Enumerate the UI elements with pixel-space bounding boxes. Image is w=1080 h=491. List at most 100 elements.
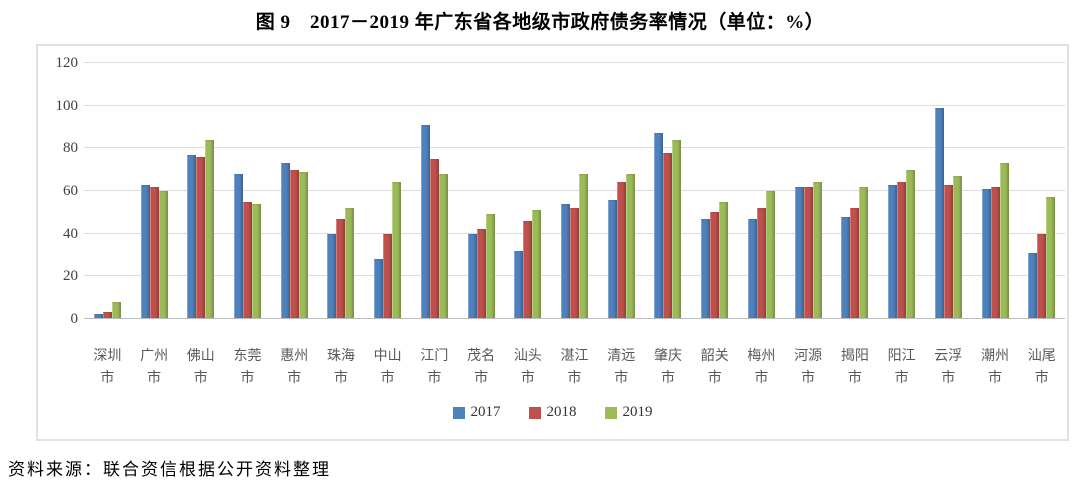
legend-label: 2017 [470, 404, 501, 420]
x-axis-line [84, 318, 1065, 319]
x-category-label-line2: 市 [707, 371, 722, 386]
x-category-label-line2: 市 [333, 371, 348, 386]
bar-2017 [280, 163, 290, 319]
x-category-label-line1: 佛山 [186, 349, 215, 364]
bar-2019 [205, 139, 215, 319]
bar-2019 [158, 191, 168, 319]
legend-swatch-icon [604, 406, 617, 419]
bar-2018 [850, 208, 860, 319]
bar-2017 [514, 250, 524, 319]
bar-2017 [841, 216, 851, 319]
bar-group [318, 63, 365, 319]
bar-2018 [803, 186, 813, 319]
bar-2018 [663, 152, 673, 319]
x-category-label: 河源市 [785, 346, 832, 390]
bar-series [84, 63, 1065, 319]
bar-2018 [897, 182, 907, 319]
bar-group [271, 63, 318, 319]
y-tick-label: 120 [55, 55, 79, 71]
bar-group [972, 63, 1019, 319]
bar-2017 [981, 188, 991, 319]
x-category-label: 佛山市 [177, 346, 224, 390]
bar-2018 [756, 208, 766, 319]
bar-2019 [812, 182, 822, 319]
legend-label: 2019 [622, 404, 653, 420]
source-note: 资料来源：联合资信根据公开资料整理 [8, 460, 331, 479]
x-category-label-line1: 汕头 [513, 349, 542, 364]
x-category-label-line1: 云浮 [934, 349, 963, 364]
x-category-label: 清远市 [598, 346, 645, 390]
x-category-label-line2: 市 [941, 371, 956, 386]
bar-2017 [93, 313, 103, 319]
chart-title: 图 9 2017－2019 年广东省各地级市政府债务率情况（单位：%） [255, 12, 825, 33]
bar-2018 [196, 156, 206, 319]
legend-item-2019: 2019 [604, 404, 653, 421]
x-category-label-line1: 清远 [607, 349, 636, 364]
x-category-label: 韶关市 [691, 346, 738, 390]
bar-2017 [187, 154, 197, 319]
x-category-label-line2: 市 [193, 371, 208, 386]
x-category-label-line1: 湛江 [560, 349, 589, 364]
x-category-label-line1: 韶关 [700, 349, 729, 364]
bar-2018 [710, 212, 720, 319]
bar-2017 [1028, 252, 1038, 319]
chart-area: 0 20 40 60 80 100 120 深圳市广州市佛山市东莞市惠州市珠海市中山市江门市… [36, 44, 1069, 441]
bar-2019 [765, 191, 775, 319]
x-category-label: 茂名市 [458, 346, 505, 390]
x-category-label: 揭阳市 [832, 346, 879, 390]
x-category-label-line2: 市 [1034, 371, 1049, 386]
bar-2017 [888, 184, 898, 319]
bar-group [785, 63, 832, 319]
x-category-label: 江门市 [411, 346, 458, 390]
bar-2019 [952, 176, 962, 319]
bar-2017 [654, 133, 664, 319]
x-category-label: 中山市 [364, 346, 411, 390]
bar-2018 [523, 220, 533, 319]
x-category-label-line2: 市 [474, 371, 489, 386]
bar-2017 [607, 199, 617, 319]
grid-line [84, 190, 1065, 191]
x-category-label-line2: 市 [427, 371, 442, 386]
bar-group [84, 63, 131, 319]
bar-2019 [625, 173, 635, 319]
legend-swatch-icon [452, 406, 465, 419]
x-category-label-line1: 珠海 [326, 349, 355, 364]
x-category-label: 汕尾市 [1018, 346, 1065, 390]
bar-2018 [383, 233, 393, 319]
bar-group [551, 63, 598, 319]
x-category-label-line2: 市 [801, 371, 816, 386]
x-category-label-line2: 市 [894, 371, 909, 386]
bar-group [411, 63, 458, 319]
bar-2019 [345, 208, 355, 319]
bar-2019 [719, 201, 729, 319]
bar-2017 [140, 184, 150, 319]
bar-2018 [102, 311, 112, 319]
y-tick-label: 60 [63, 183, 78, 199]
x-axis-labels: 深圳市广州市佛山市东莞市惠州市珠海市中山市江门市茂名市汕头市湛江市清远市肇庆市韶… [84, 346, 1065, 390]
bar-2017 [794, 186, 804, 319]
x-category-label: 汕头市 [504, 346, 551, 390]
x-category-label: 湛江市 [551, 346, 598, 390]
bar-2017 [701, 218, 711, 319]
bar-2019 [1046, 197, 1056, 319]
bar-2018 [289, 169, 299, 319]
bar-group [1018, 63, 1065, 319]
legend: 2017 2018 2019 [38, 404, 1067, 421]
x-category-label-line2: 市 [660, 371, 675, 386]
bar-2017 [374, 259, 384, 319]
bar-group [458, 63, 505, 319]
bar-2018 [570, 208, 580, 319]
x-category-label: 广州市 [131, 346, 178, 390]
x-category-label-line1: 阳江 [887, 349, 916, 364]
x-category-label: 深圳市 [84, 346, 131, 390]
bar-2017 [934, 107, 944, 319]
x-category-label-line2: 市 [754, 371, 769, 386]
bar-2019 [438, 173, 448, 319]
legend-label: 2018 [546, 404, 577, 420]
bar-group [925, 63, 972, 319]
x-category-label-line1: 广州 [140, 349, 169, 364]
y-tick-label: 20 [63, 268, 78, 285]
x-category-label: 珠海市 [318, 346, 365, 390]
bar-2019 [298, 171, 308, 319]
